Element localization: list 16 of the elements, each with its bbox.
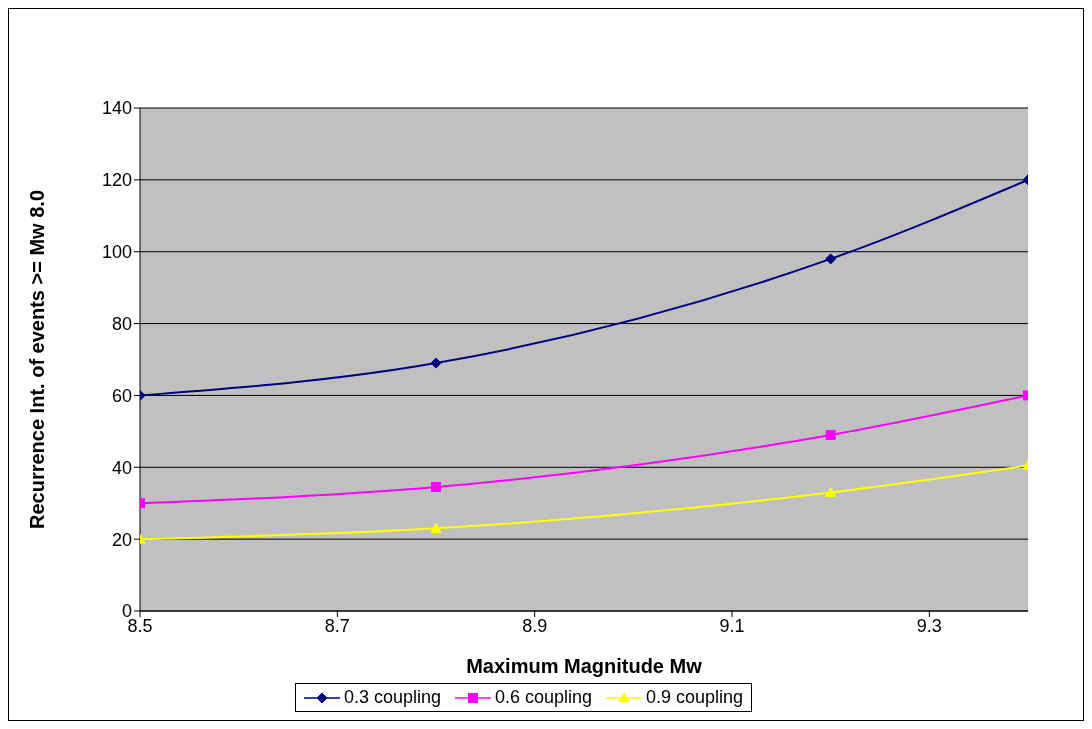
y-tick-label: 100	[101, 242, 132, 263]
x-axis-title: Maximum Magnitude Mw	[466, 655, 703, 677]
x-tick-label: 8.7	[324, 615, 350, 636]
x-tick-label: 8.9	[522, 615, 548, 636]
x-tick-label: 9.1	[719, 615, 745, 636]
legend-label: 0.6 coupling	[494, 687, 593, 708]
y-tick-label: 20	[111, 529, 132, 550]
y-tick-label: 140	[101, 98, 132, 119]
y-axis-title: Recurrence Int. of events >= Mw 8.0	[26, 189, 49, 530]
y-tick-label: 40	[111, 457, 132, 478]
y-tick-label: 60	[111, 385, 132, 406]
y-tick-label: 80	[111, 313, 132, 334]
x-tick-label: 9.3	[916, 615, 942, 636]
legend-label: 0.3 coupling	[343, 687, 441, 708]
y-tick-label: 120	[101, 170, 132, 191]
legend-label: 0.9 coupling	[646, 687, 744, 708]
